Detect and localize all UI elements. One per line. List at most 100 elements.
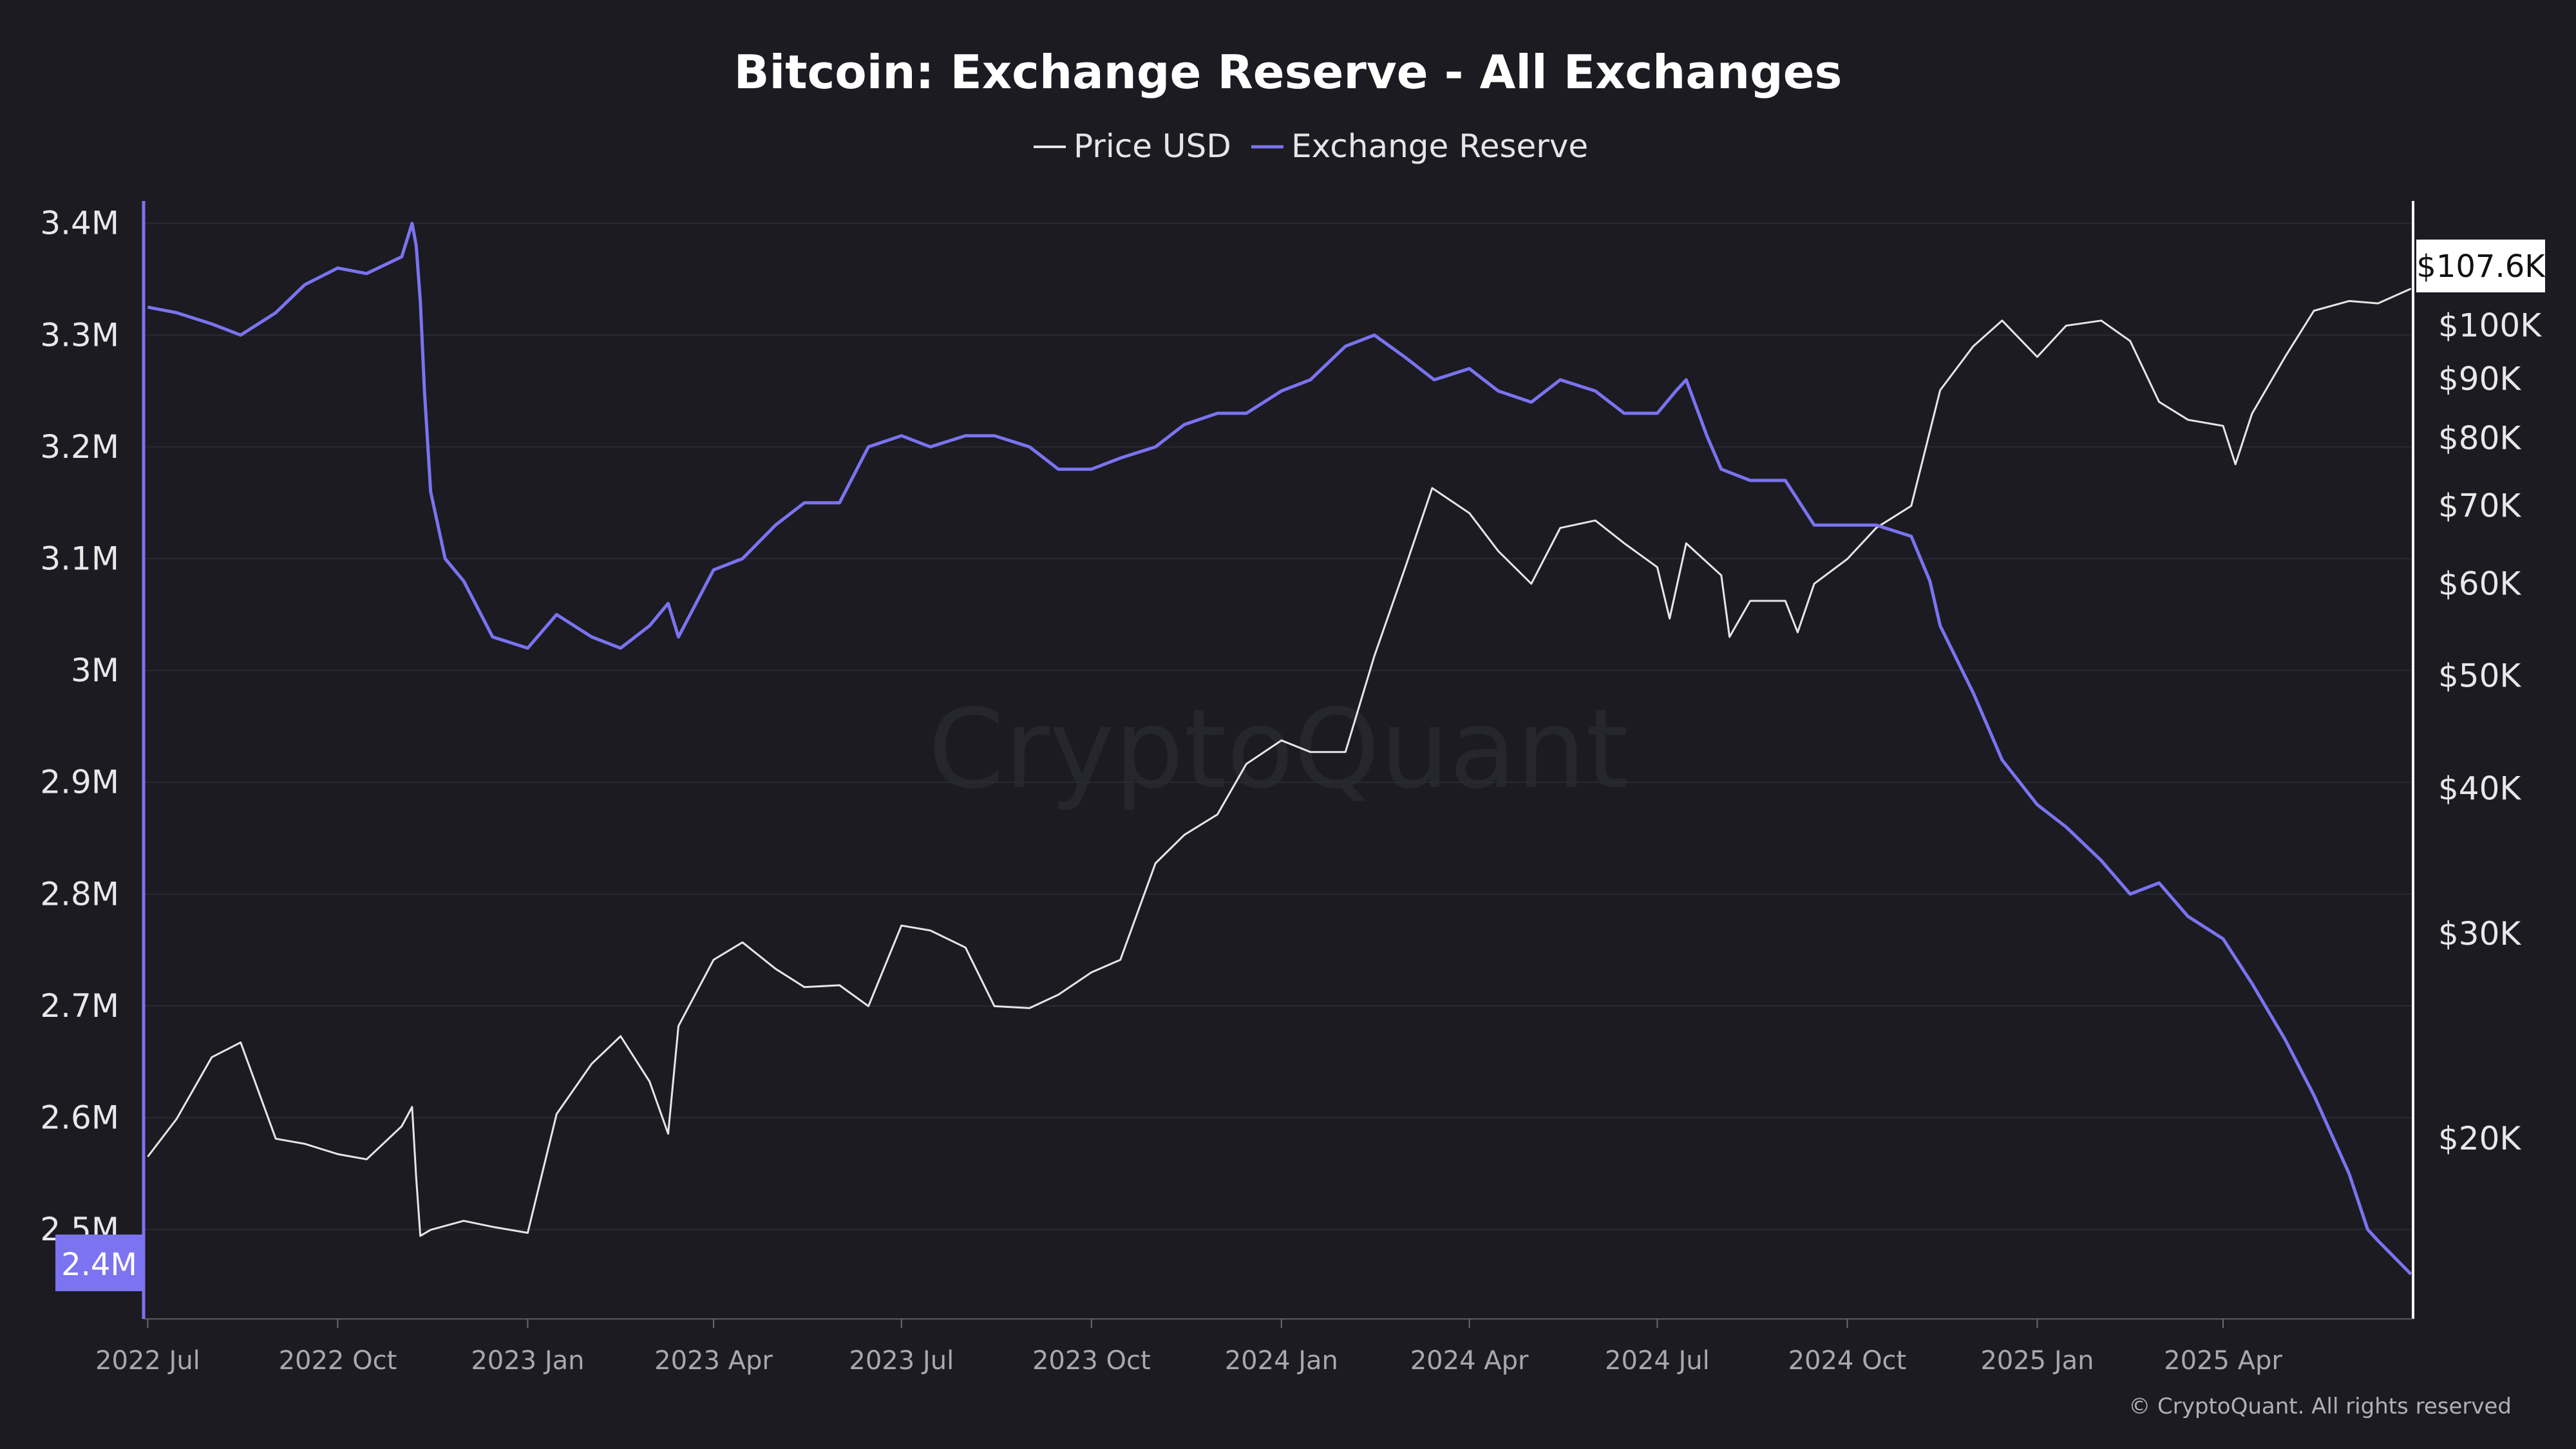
price-point (419, 1235, 422, 1237)
price-point (2158, 401, 2161, 403)
right-tick-label: $30K (2438, 915, 2521, 952)
price-point (774, 967, 777, 970)
price-point (1669, 618, 1671, 620)
price-point (211, 1056, 213, 1059)
price-point (1796, 631, 1799, 634)
price-point (2100, 319, 2103, 322)
price-point (2001, 319, 2003, 322)
reserve-point (1720, 468, 1723, 471)
x-tick-label: 2023 Jul (849, 1346, 954, 1376)
price-point (415, 1177, 417, 1179)
x-tick-label: 2025 Apr (2164, 1346, 2282, 1376)
price-point (526, 1231, 529, 1234)
reserve-point (1846, 524, 1848, 526)
price-point (1594, 519, 1596, 522)
price-point (1245, 762, 1247, 765)
price-point (964, 946, 967, 949)
legend-label-reserve: Exchange Reserve (1291, 128, 1588, 165)
reserve-point (2313, 1094, 2315, 1097)
price-point (2348, 299, 2351, 302)
reserve-point (1705, 435, 1708, 437)
price-point (667, 1132, 670, 1135)
price-point (2251, 412, 2253, 415)
left-tick-label: 2.6M (40, 1099, 119, 1137)
x-axis-ticks: 2022 Jul 2022 Oct 2023 Jan 2023 Apr 2023 Jul… (95, 1319, 2282, 1376)
left-tick-label: 3.1M (40, 540, 119, 578)
reserve-point (964, 435, 967, 437)
reserve-point (620, 647, 622, 649)
price-point (401, 1125, 403, 1128)
reserve-point (1939, 625, 1942, 627)
reserve-point (1929, 580, 1931, 582)
reserve-point (803, 502, 806, 504)
reserve-point (741, 558, 744, 560)
price-point (2377, 302, 2380, 305)
price-point (555, 1113, 558, 1115)
price-point (1784, 600, 1786, 602)
price-point (175, 1117, 178, 1120)
reserve-point (526, 647, 529, 649)
reserve-point (1623, 412, 1625, 415)
right-axis-ticks: $100K $90K $80K $70K $60K $50K $40K $30K $20K (2438, 307, 2542, 1158)
right-current-value: $107.6K (2416, 249, 2546, 285)
reserve-point (1433, 379, 1435, 381)
price-point (1656, 566, 1658, 569)
price-point (1090, 971, 1093, 974)
price-point (1749, 600, 1752, 602)
reserve-point (1910, 535, 1913, 538)
exchange-reserve-line[interactable] (147, 222, 2412, 1276)
reserve-point (900, 435, 903, 437)
reserve-point (274, 312, 277, 314)
reserve-point (1028, 446, 1031, 448)
reserve-point (1972, 692, 1975, 694)
reserve-point (415, 244, 417, 247)
reserve-point (1280, 390, 1283, 392)
reserve-point (2367, 1228, 2369, 1231)
price-point (1530, 582, 1533, 585)
price-point (803, 986, 806, 989)
reserve-point (211, 323, 213, 325)
reserve-point (303, 283, 306, 286)
price-point (430, 1229, 432, 1231)
price-point (2187, 419, 2190, 421)
reserve-point (2036, 803, 2038, 806)
reserve-point (1309, 379, 1312, 381)
reserve-point (419, 300, 422, 303)
x-tick-label: 2024 Apr (1410, 1346, 1529, 1376)
left-current-badge: 2.4M (55, 1235, 144, 1291)
left-tick-label: 2.7M (40, 987, 119, 1025)
left-current-value: 2.4M (61, 1247, 137, 1283)
reserve-point (146, 306, 149, 308)
price-point (1280, 739, 1283, 742)
reserve-point (1749, 479, 1752, 482)
reserve-point (411, 222, 413, 225)
x-tick-label: 2022 Oct (279, 1346, 397, 1376)
price-point (1846, 558, 1848, 560)
left-tick-label: 3.2M (40, 428, 119, 466)
x-tick-label: 2024 Oct (1788, 1346, 1907, 1376)
price-point (1309, 751, 1312, 753)
reserve-point (677, 636, 680, 638)
price-point (411, 1106, 413, 1108)
price-point (900, 924, 903, 927)
legend[interactable]: Price USD Exchange Reserve (1034, 128, 1588, 165)
price-usd-line[interactable] (147, 287, 2412, 1237)
legend-item-price[interactable]: Price USD (1034, 128, 1231, 165)
reserve-point (2129, 893, 2132, 895)
watermark: CryptoQuant (928, 686, 1629, 813)
left-tick-label: 3.4M (40, 205, 119, 242)
price-point (1216, 813, 1218, 816)
price-point (1728, 636, 1731, 638)
x-tick-label: 2025 Jan (1980, 1346, 2094, 1376)
price-point (1497, 550, 1500, 553)
left-tick-label: 3M (71, 652, 119, 689)
reserve-point (1119, 457, 1122, 459)
reserve-point (2222, 938, 2224, 940)
copyright: © CryptoQuant. All rights reserved (2128, 1394, 2512, 1419)
price-point (620, 1035, 622, 1037)
reserve-point (838, 502, 841, 504)
legend-item-reserve[interactable]: Exchange Reserve (1251, 128, 1588, 165)
left-tick-label: 2.8M (40, 875, 119, 913)
reserve-point (649, 625, 651, 627)
